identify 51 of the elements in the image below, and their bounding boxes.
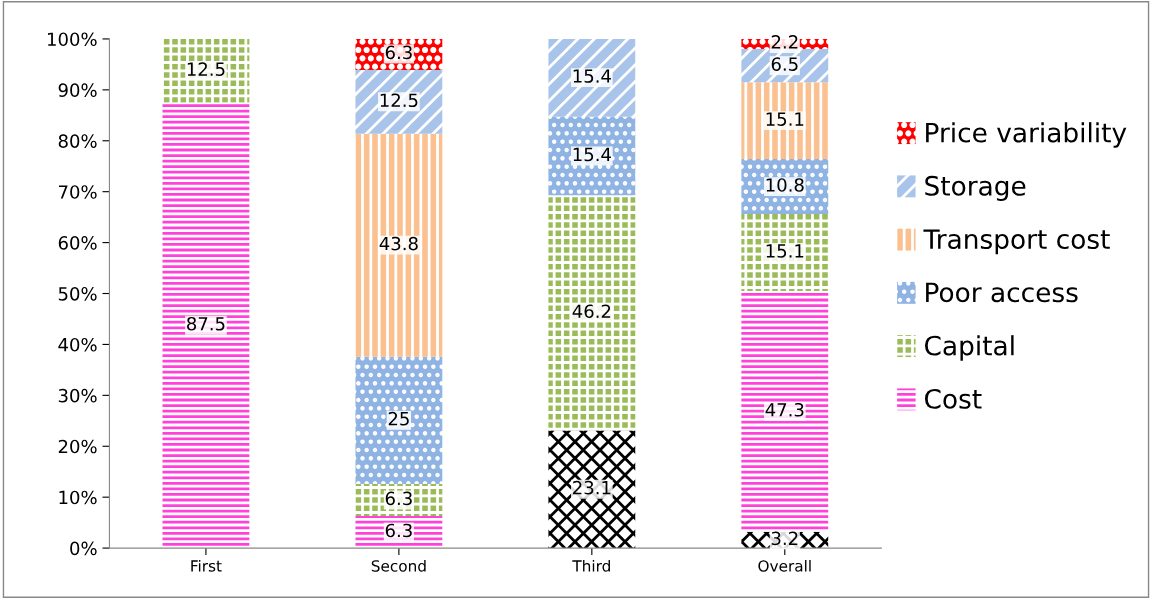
y-tick-label: 80% — [58, 134, 97, 148]
y-tick-label: 70% — [58, 185, 97, 199]
y-tick-label: 40% — [58, 337, 97, 352]
bar — [548, 430, 636, 549]
bar — [548, 116, 636, 196]
bar — [741, 290, 829, 532]
y-tick-label: 20% — [58, 439, 97, 454]
data-label: 23.1 — [573, 480, 611, 495]
bar — [162, 102, 250, 549]
bar — [355, 133, 443, 357]
y-tick-label: 0% — [70, 541, 97, 556]
data-label: 15.1 — [766, 112, 804, 126]
legend-label: Cost — [924, 388, 982, 409]
data-label: 6.3 — [385, 523, 412, 538]
data-label: 12.5 — [187, 62, 225, 76]
data-label: 6.3 — [385, 491, 412, 506]
data-label: 15.1 — [766, 244, 804, 258]
data-label: 6.5 — [771, 57, 798, 71]
y-tick-label: 30% — [58, 388, 97, 403]
y-tick-label: 10% — [59, 490, 97, 505]
y-tick-label: 100% — [48, 32, 97, 47]
legend-label: Capital — [924, 335, 1014, 361]
legend-label: Transport cost — [923, 229, 1110, 255]
x-tick-label: Third — [572, 559, 610, 572]
legend-label: Storage — [925, 175, 1026, 201]
y-tick-label: 90% — [58, 83, 97, 97]
x-tick-label: Second — [371, 559, 426, 572]
bar — [548, 195, 636, 431]
legend-label: Poor access — [926, 282, 1078, 303]
x-tick-label: First — [191, 559, 222, 572]
data-label: 25 — [388, 411, 409, 426]
bar — [548, 38, 636, 117]
bar — [741, 82, 829, 160]
legend-label: Price variability — [926, 122, 1127, 148]
data-label: 2.2 — [771, 35, 798, 49]
data-label: 3.2 — [771, 531, 798, 546]
bar — [355, 69, 443, 134]
data-label: 46.2 — [572, 304, 611, 319]
data-label: 47.3 — [765, 402, 804, 417]
x-tick-label: Overall — [758, 559, 811, 572]
data-label: 12.5 — [380, 93, 418, 108]
data-label: 87.5 — [187, 316, 225, 331]
data-label: 43.8 — [379, 236, 418, 251]
data-label: 10.8 — [766, 178, 804, 192]
data-label: 15.4 — [573, 147, 611, 162]
bar — [741, 214, 829, 291]
y-tick-label: 50% — [58, 286, 97, 301]
data-label: 15.4 — [573, 69, 611, 83]
data-label: 6.3 — [385, 45, 412, 60]
y-tick-label: 60% — [58, 236, 97, 250]
bar — [355, 356, 443, 484]
